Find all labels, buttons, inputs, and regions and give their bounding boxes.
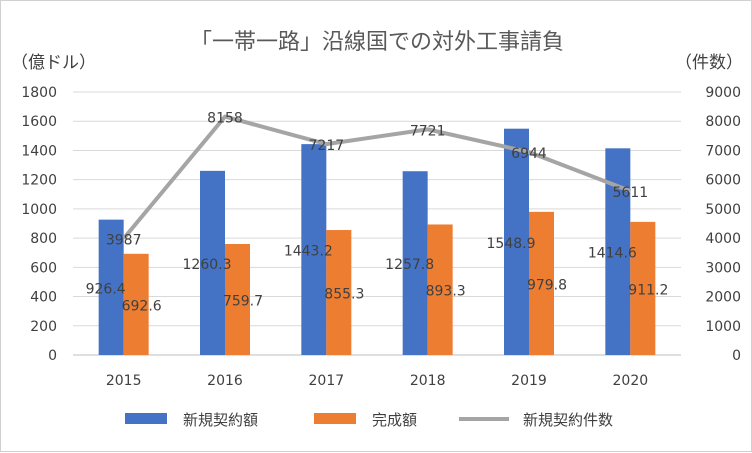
data-labels: 926.4 1260.3 1443.2 1257.8 1548.9 1414.6 692.6… xyxy=(86,111,669,315)
line-data-label: 7721 xyxy=(410,123,446,139)
right-axis-unit: （件数） xyxy=(675,53,743,73)
bar xyxy=(529,211,554,355)
right-tick-label: 8000 xyxy=(705,114,741,130)
left-tick-label: 1800 xyxy=(21,85,57,101)
bar xyxy=(200,170,225,355)
bar xyxy=(504,128,529,355)
left-tick-label: 800 xyxy=(30,231,57,247)
right-tick-label: 7000 xyxy=(705,143,741,159)
bar xyxy=(225,243,250,355)
left-axis-ticks: 0 200 400 600 800 1000 1200 1400 1600 1800 xyxy=(21,85,57,364)
line-data-label: 8158 xyxy=(207,111,243,127)
line-path xyxy=(122,114,632,240)
bar xyxy=(427,224,453,355)
x-tick-label: 2015 xyxy=(106,373,142,389)
left-tick-label: 600 xyxy=(30,260,57,276)
chart-title: 「一帯一路」沿線国での対外工事請負 xyxy=(190,30,564,55)
bar-data-label: 855.3 xyxy=(324,287,364,303)
bar xyxy=(98,219,124,355)
left-tick-label: 1600 xyxy=(21,114,57,130)
legend-swatch xyxy=(125,413,167,424)
bar-data-label: 1414.6 xyxy=(588,246,637,262)
x-axis-ticks: 2015 2016 2017 2018 2019 2020 xyxy=(106,373,648,389)
bar-data-label: 926.4 xyxy=(86,281,126,297)
legend-label: 完成額 xyxy=(372,411,417,429)
right-tick-label: 6000 xyxy=(705,173,741,189)
left-tick-label: 0 xyxy=(48,348,57,364)
legend-swatch xyxy=(314,413,356,424)
right-tick-label: 5000 xyxy=(705,202,741,218)
x-tick-label: 2018 xyxy=(410,373,446,389)
left-tick-label: 1400 xyxy=(21,143,57,159)
bar-data-label: 911.2 xyxy=(628,282,668,298)
left-tick-label: 400 xyxy=(30,290,57,306)
bar xyxy=(630,221,656,355)
right-tick-label: 3000 xyxy=(705,260,741,276)
right-tick-label: 4000 xyxy=(705,231,741,247)
right-tick-label: 9000 xyxy=(705,85,741,101)
x-tick-label: 2020 xyxy=(613,373,649,389)
legend-label: 新規契約額 xyxy=(183,411,258,429)
bar-data-label: 759.7 xyxy=(223,293,263,309)
bar xyxy=(326,230,352,355)
x-tick-label: 2016 xyxy=(207,373,243,389)
bar-data-label: 1548.9 xyxy=(487,236,536,252)
bar xyxy=(301,144,327,355)
bar xyxy=(402,171,428,355)
left-tick-label: 200 xyxy=(30,319,57,335)
right-axis-ticks: 0 1000 2000 3000 4000 5000 6000 7000 8000 9000 xyxy=(705,85,741,364)
right-tick-label: 0 xyxy=(732,348,741,364)
bar xyxy=(123,253,149,355)
gridlines xyxy=(73,91,681,356)
line-data-label: 6944 xyxy=(511,146,547,162)
x-tick-label: 2017 xyxy=(309,373,345,389)
right-tick-label: 2000 xyxy=(705,290,741,306)
bar-data-label: 1260.3 xyxy=(183,257,232,273)
bar-data-label: 1443.2 xyxy=(284,244,333,260)
line-data-label: 3987 xyxy=(106,232,142,248)
bar-data-label: 979.8 xyxy=(527,277,567,293)
x-tick-label: 2019 xyxy=(511,373,547,389)
bar-data-label: 893.3 xyxy=(426,284,466,300)
line-data-label: 7217 xyxy=(309,138,345,154)
legend: 新規契約額 完成額 新規契約件数 xyxy=(125,411,613,429)
bar-series xyxy=(98,128,656,355)
left-tick-label: 1200 xyxy=(21,173,57,189)
line-series xyxy=(122,114,632,240)
legend-label: 新規契約件数 xyxy=(523,411,613,429)
right-tick-label: 1000 xyxy=(705,319,741,335)
left-axis-unit: （億ドル） xyxy=(11,53,96,73)
left-tick-label: 1000 xyxy=(21,202,57,218)
bar-data-label: 692.6 xyxy=(122,298,162,314)
bar-data-label: 1257.8 xyxy=(385,257,434,273)
line-data-label: 5611 xyxy=(613,185,649,201)
